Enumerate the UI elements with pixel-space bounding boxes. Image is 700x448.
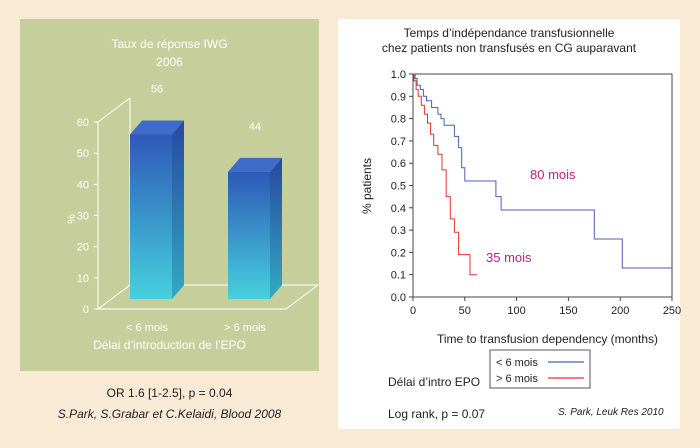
km-annotation-35: 35 mois (486, 250, 532, 265)
km-ytick-label: 0.8 (391, 114, 406, 126)
km-chart-subtitle: chez patients non transfusés en CG aupar… (381, 41, 637, 55)
km-ytick-label: 0.1 (391, 270, 406, 282)
km-ytick-label: 0.4 (391, 203, 406, 215)
km-ytick-label: 0.6 (391, 158, 406, 170)
bar-side (172, 120, 184, 299)
km-ylabel: % patients (360, 158, 374, 214)
km-xtick-label: 100 (507, 305, 525, 317)
bar-ytick-label: 30 (77, 211, 89, 223)
km-chart-panel: Temps d’indépendance transfusionnelle ch… (338, 19, 681, 429)
bar-ytick-label: 50 (77, 148, 89, 160)
legend-label: < 6 mois (496, 357, 538, 369)
bar-citation: S.Park, S.Grabar et C.Kelaidi, Blood 200… (57, 407, 282, 421)
bar-ytick-label: 40 (77, 179, 89, 191)
legend-label: > 6 mois (496, 373, 538, 385)
bar-ylabel: % (66, 214, 78, 224)
bar-value-label: 44 (249, 121, 261, 133)
km-ytick-label: 0.2 (391, 247, 406, 259)
km-annotation-80: 80 mois (530, 167, 576, 182)
km-xtick-label: 250 (663, 305, 681, 317)
bar-category-label: > 6 mois (224, 322, 266, 334)
km-xtick-label: 50 (459, 305, 471, 317)
km-series-lt6 (413, 73, 672, 269)
bar-ytick-label: 60 (77, 117, 89, 129)
km-xlabel: Time to transfusion dependency (months) (437, 332, 658, 346)
bar-chart-xlabel: Délai d’introduction de l’EPO (93, 338, 246, 352)
km-citation: S. Park, Leuk Res 2010 (558, 407, 664, 418)
km-series-gt6 (413, 73, 478, 276)
bar-value-label: 56 (151, 83, 163, 95)
bar-side (270, 157, 282, 299)
bar-chart-panel: Taux de réponse IWG 2006 0 10 20 30 40 50 60% 5… (20, 19, 320, 371)
legend-title: Délai d’intro EPO (388, 375, 481, 389)
km-chart: 0.0 0.1 0.2 0.3 0.4 0.5 0.6 0.7 0.8 0.9 1.0 0 50 100 1… (360, 69, 681, 389)
km-ytick-label: 0.7 (391, 136, 406, 148)
km-ytick-label: 0.0 (391, 292, 406, 304)
km-ytick-label: 1.0 (391, 69, 406, 81)
bar-top-face (130, 120, 184, 135)
bar-floor (98, 284, 320, 310)
bar-chart-subtitle: 2006 (156, 55, 183, 69)
log-rank-text: Log rank, p = 0.07 (388, 407, 486, 421)
km-xtick-label: 200 (611, 305, 629, 317)
bar-category-label: < 6 mois (126, 322, 168, 334)
km-ytick-label: 0.9 (391, 91, 406, 103)
bar-ytick-label: 20 (77, 242, 89, 254)
km-xtick-label: 0 (410, 305, 416, 317)
bar-chart: 0 10 20 30 40 50 60% 56 < 6 mois 44 > 6 mois (66, 83, 320, 334)
bar-top-face (228, 157, 282, 172)
legend-box (489, 349, 591, 389)
km-chart-title: Temps d’indépendance transfusionnelle (403, 26, 615, 40)
km-ytick-label: 0.3 (391, 225, 406, 237)
km-plot-frame (412, 73, 673, 298)
bar-ytick-label: 0 (83, 304, 89, 316)
bar-chart-title: Taux de réponse IWG (111, 37, 228, 51)
km-xtick-label: 150 (559, 305, 577, 317)
km-ytick-label: 0.5 (391, 181, 406, 193)
bar (228, 171, 270, 299)
or-caption: OR 1.6 [1-2.5], p = 0.04 (106, 386, 233, 400)
bar-ytick-label: 10 (77, 273, 89, 285)
bar-axis-wall (97, 97, 131, 310)
bar (130, 134, 172, 299)
